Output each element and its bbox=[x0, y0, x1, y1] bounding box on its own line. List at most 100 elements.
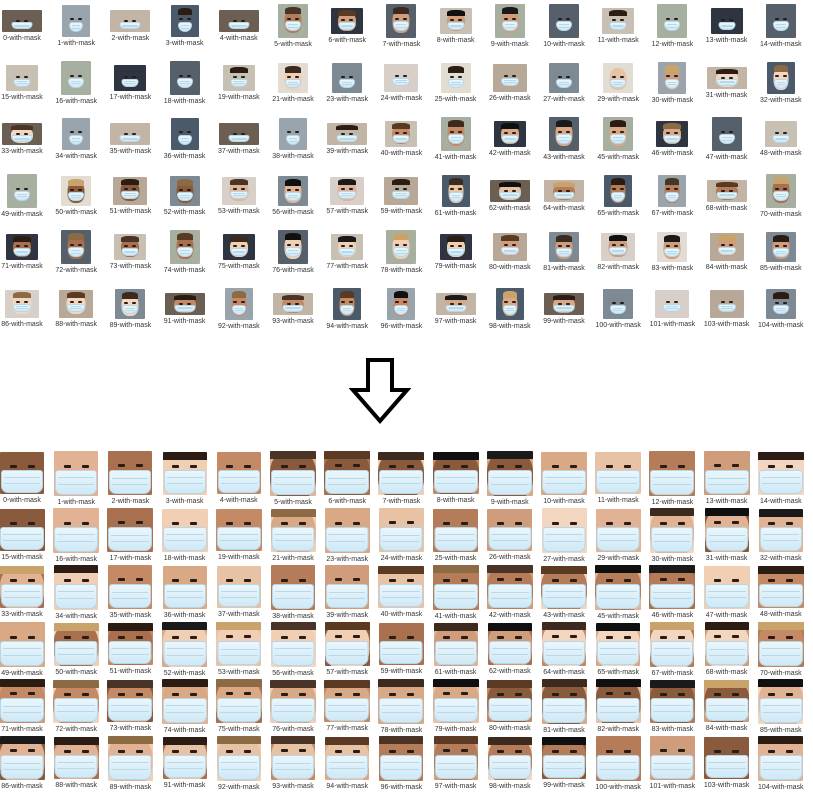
image-tile[interactable]: 57-with-mask bbox=[320, 621, 374, 677]
image-tile[interactable]: 0-with-mask bbox=[0, 450, 49, 505]
image-tile[interactable]: 37-with-mask bbox=[212, 116, 266, 156]
image-tile[interactable]: 5-with-mask bbox=[266, 3, 320, 49]
image-tile[interactable]: 62-with-mask bbox=[483, 173, 537, 213]
image-tile[interactable]: 57-with-mask bbox=[320, 173, 374, 216]
image-tile[interactable]: 30-with-mask bbox=[645, 507, 699, 564]
image-tile[interactable]: 1-with-mask bbox=[49, 450, 103, 507]
image-tile[interactable]: 29-with-mask bbox=[591, 60, 645, 104]
image-tile[interactable]: 78-with-mask bbox=[374, 229, 428, 275]
image-tile[interactable]: 40-with-mask bbox=[374, 564, 428, 619]
image-tile[interactable]: 88-with-mask bbox=[49, 286, 103, 329]
image-tile[interactable]: 25-with-mask bbox=[429, 507, 483, 563]
image-tile[interactable]: 51-with-mask bbox=[103, 621, 157, 676]
image-tile[interactable]: 61-with-mask bbox=[429, 173, 483, 218]
image-tile[interactable]: 40-with-mask bbox=[374, 116, 428, 158]
image-tile[interactable]: 35-with-mask bbox=[103, 116, 157, 156]
image-tile[interactable]: 50-with-mask bbox=[49, 173, 103, 217]
image-tile[interactable]: 46-with-mask bbox=[645, 564, 699, 620]
image-tile[interactable]: 42-with-mask bbox=[483, 116, 537, 158]
image-tile[interactable]: 68-with-mask bbox=[700, 621, 754, 677]
image-tile[interactable]: 49-with-mask bbox=[0, 173, 49, 219]
image-tile[interactable]: 17-with-mask bbox=[103, 60, 157, 102]
image-tile[interactable]: 38-with-mask bbox=[266, 116, 320, 161]
image-tile[interactable]: 97-with-mask bbox=[429, 735, 483, 791]
image-tile[interactable]: 74-with-mask bbox=[158, 678, 212, 735]
image-tile[interactable]: 10-with-mask bbox=[537, 3, 591, 49]
image-tile[interactable]: 74-with-mask bbox=[158, 229, 212, 275]
image-tile[interactable]: 34-with-mask bbox=[49, 116, 103, 161]
image-tile[interactable]: 2-with-mask bbox=[103, 3, 157, 43]
image-tile[interactable]: 13-with-mask bbox=[700, 3, 754, 45]
image-tile[interactable]: 43-with-mask bbox=[537, 564, 591, 620]
image-tile[interactable]: 52-with-mask bbox=[158, 621, 212, 678]
image-tile[interactable]: 8-with-mask bbox=[429, 3, 483, 45]
image-tile[interactable]: 72-with-mask bbox=[49, 229, 103, 275]
image-tile[interactable]: 75-with-mask bbox=[212, 678, 266, 734]
image-tile[interactable]: 64-with-mask bbox=[537, 173, 591, 213]
image-tile[interactable]: 76-with-mask bbox=[266, 229, 320, 275]
image-tile[interactable]: 41-with-mask bbox=[429, 564, 483, 621]
image-tile[interactable]: 70-with-mask bbox=[754, 173, 808, 219]
image-tile[interactable]: 78-with-mask bbox=[374, 678, 428, 735]
image-tile[interactable]: 75-with-mask bbox=[212, 229, 266, 271]
image-tile[interactable]: 18-with-mask bbox=[158, 60, 212, 106]
image-tile[interactable]: 85-with-mask bbox=[754, 678, 808, 735]
image-tile[interactable]: 43-with-mask bbox=[537, 116, 591, 162]
image-tile[interactable]: 99-with-mask bbox=[537, 735, 591, 790]
image-tile[interactable]: 70-with-mask bbox=[754, 621, 808, 678]
image-tile[interactable]: 25-with-mask bbox=[429, 60, 483, 104]
image-tile[interactable]: 10-with-mask bbox=[537, 450, 591, 506]
image-tile[interactable]: 23-with-mask bbox=[320, 60, 374, 104]
image-tile[interactable]: 27-with-mask bbox=[537, 507, 591, 564]
image-tile[interactable]: 89-with-mask bbox=[103, 735, 157, 792]
image-tile[interactable]: 17-with-mask bbox=[103, 507, 157, 563]
image-tile[interactable]: 92-with-mask bbox=[212, 286, 266, 331]
image-tile[interactable]: 9-with-mask bbox=[483, 450, 537, 507]
image-tile[interactable]: 21-with-mask bbox=[266, 60, 320, 104]
image-tile[interactable]: 84-with-mask bbox=[700, 229, 754, 272]
image-tile[interactable]: 13-with-mask bbox=[700, 450, 754, 506]
image-tile[interactable]: 18-with-mask bbox=[158, 507, 212, 563]
image-tile[interactable]: 101-with-mask bbox=[645, 286, 699, 329]
image-tile[interactable]: 103-with-mask bbox=[700, 735, 754, 790]
image-tile[interactable]: 46-with-mask bbox=[645, 116, 699, 158]
image-tile[interactable]: 93-with-mask bbox=[266, 735, 320, 791]
image-tile[interactable]: 84-with-mask bbox=[700, 678, 754, 733]
image-tile[interactable]: 34-with-mask bbox=[49, 564, 103, 621]
image-tile[interactable]: 32-with-mask bbox=[754, 507, 808, 563]
image-tile[interactable]: 23-with-mask bbox=[320, 507, 374, 564]
image-tile[interactable]: 51-with-mask bbox=[103, 173, 157, 216]
image-tile[interactable]: 0-with-mask bbox=[0, 3, 49, 43]
image-tile[interactable]: 39-with-mask bbox=[320, 564, 374, 620]
image-tile[interactable]: 11-with-mask bbox=[591, 450, 645, 505]
image-tile[interactable]: 89-with-mask bbox=[103, 286, 157, 330]
image-tile[interactable]: 68-with-mask bbox=[700, 173, 754, 213]
image-tile[interactable]: 104-with-mask bbox=[754, 286, 808, 330]
image-tile[interactable]: 14-with-mask bbox=[754, 450, 808, 506]
image-tile[interactable]: 53-with-mask bbox=[212, 621, 266, 677]
image-tile[interactable]: 98-with-mask bbox=[483, 286, 537, 331]
image-tile[interactable]: 83-with-mask bbox=[645, 678, 699, 734]
image-tile[interactable]: 49-with-mask bbox=[0, 621, 49, 678]
image-tile[interactable]: 5-with-mask bbox=[266, 450, 320, 507]
image-tile[interactable]: 7-with-mask bbox=[374, 3, 428, 49]
image-tile[interactable]: 59-with-mask bbox=[374, 621, 428, 676]
image-tile[interactable]: 96-with-mask bbox=[374, 286, 428, 331]
image-tile[interactable]: 53-with-mask bbox=[212, 173, 266, 216]
image-tile[interactable]: 8-with-mask bbox=[429, 450, 483, 505]
image-tile[interactable]: 1-with-mask bbox=[49, 3, 103, 48]
image-tile[interactable]: 77-with-mask bbox=[320, 678, 374, 733]
image-tile[interactable]: 7-with-mask bbox=[374, 450, 428, 506]
image-tile[interactable]: 3-with-mask bbox=[158, 450, 212, 506]
image-tile[interactable]: 73-with-mask bbox=[103, 229, 157, 271]
image-tile[interactable]: 67-with-mask bbox=[645, 621, 699, 678]
image-tile[interactable]: 94-with-mask bbox=[320, 735, 374, 791]
image-tile[interactable]: 81-with-mask bbox=[537, 678, 591, 735]
image-tile[interactable]: 26-with-mask bbox=[483, 60, 537, 103]
image-tile[interactable]: 12-with-mask bbox=[645, 450, 699, 507]
image-tile[interactable]: 99-with-mask bbox=[537, 286, 591, 326]
image-tile[interactable]: 36-with-mask bbox=[158, 116, 212, 161]
image-tile[interactable]: 6-with-mask bbox=[320, 450, 374, 506]
image-tile[interactable]: 92-with-mask bbox=[212, 735, 266, 792]
image-tile[interactable]: 77-with-mask bbox=[320, 229, 374, 271]
